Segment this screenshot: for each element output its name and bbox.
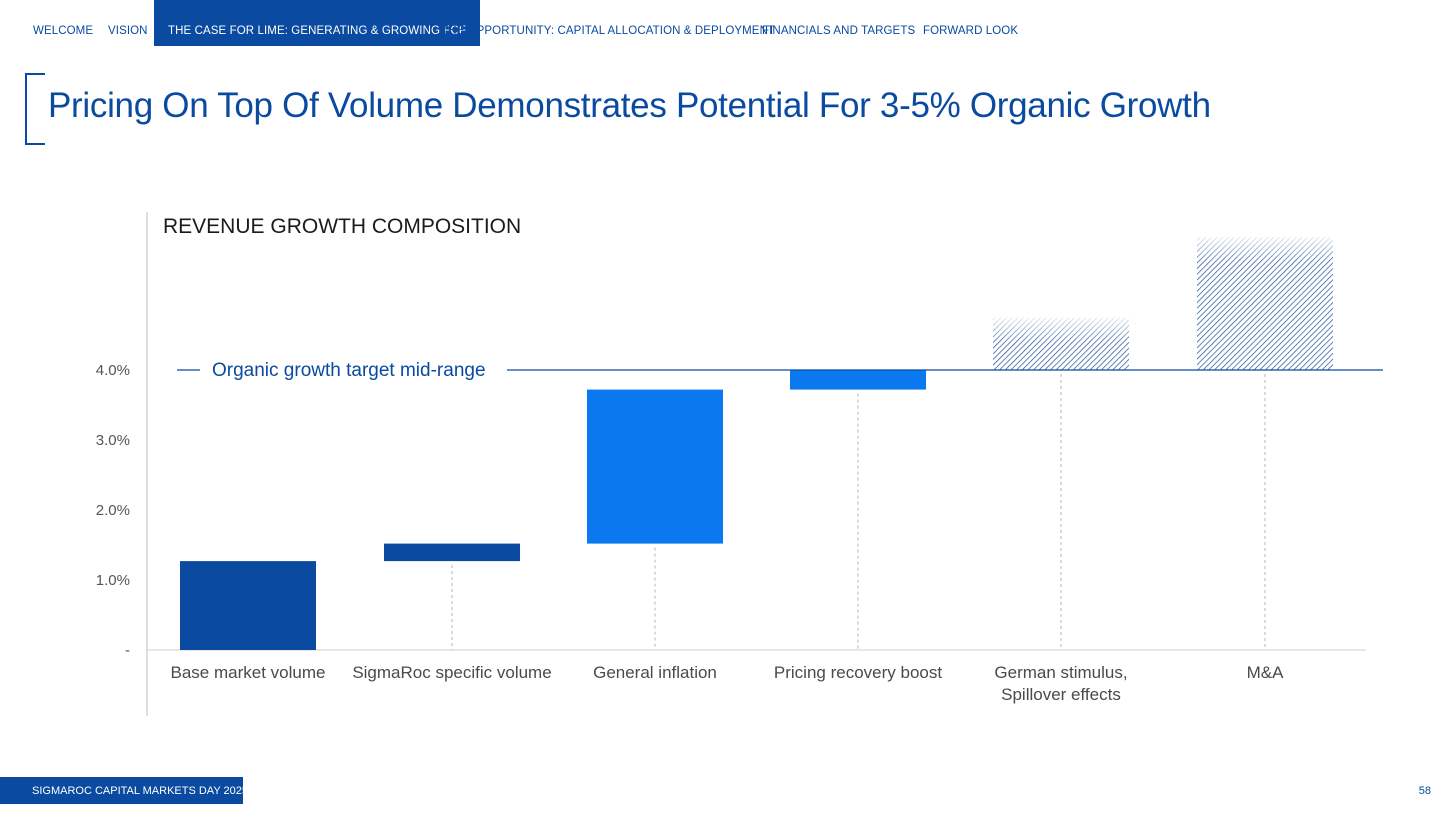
x-tick-label-4-1: Spillover effects [1001, 685, 1121, 704]
bar-2 [587, 389, 723, 544]
x-tick-label-1: SigmaRoc specific volume [352, 663, 551, 682]
nav-tab-welcome[interactable]: WELCOME [33, 25, 94, 37]
bar-0 [180, 561, 316, 650]
nav-tab-financials[interactable]: FINANCIALS AND TARGETS [762, 25, 916, 37]
y-tick-label-1: 1.0% [96, 572, 130, 589]
bar-3 [790, 370, 926, 390]
x-tick-label-5: M&A [1247, 663, 1285, 682]
x-tick-label-3: Pricing recovery boost [774, 663, 942, 682]
y-tick-label-4: 4.0% [96, 362, 130, 379]
title-bracket-mask [45, 71, 105, 147]
x-tick-label-4-0: German stimulus, [994, 663, 1127, 682]
y-tick-label-0: - [125, 642, 130, 659]
bar-1 [384, 543, 520, 562]
nav-tab-case-for-lime[interactable]: THE CASE FOR LIME: GENERATING & GROWING … [154, 0, 480, 46]
y-tick-label-2: 2.0% [96, 502, 130, 519]
y-tick-label-3: 3.0% [96, 432, 130, 449]
footer-event-label: SIGMAROC CAPITAL MARKETS DAY 2025 [0, 777, 248, 804]
x-tick-label-0: Base market volume [171, 663, 326, 682]
nav-tab-forward-look[interactable]: FORWARD LOOK [923, 25, 1019, 37]
bar-fade-4 [993, 317, 1129, 342]
page-number: 58 [1418, 785, 1431, 797]
target-line-label: Organic growth target mid-range [212, 360, 486, 381]
nav-tab-opportunity[interactable]: THE OPPORTUNITY: CAPITAL ALLOCATION & DE… [441, 25, 776, 37]
page-title: Pricing On Top Of Volume Demonstrates Po… [48, 86, 1211, 125]
bar-fade-5 [1197, 237, 1333, 261]
top-navigation: WELCOME VISION THE CASE FOR LIME: GENERA… [0, 0, 1456, 46]
x-tick-label-2: General inflation [593, 663, 717, 682]
chart-title: REVENUE GROWTH COMPOSITION [163, 215, 522, 238]
nav-tab-vision[interactable]: VISION [108, 25, 148, 37]
